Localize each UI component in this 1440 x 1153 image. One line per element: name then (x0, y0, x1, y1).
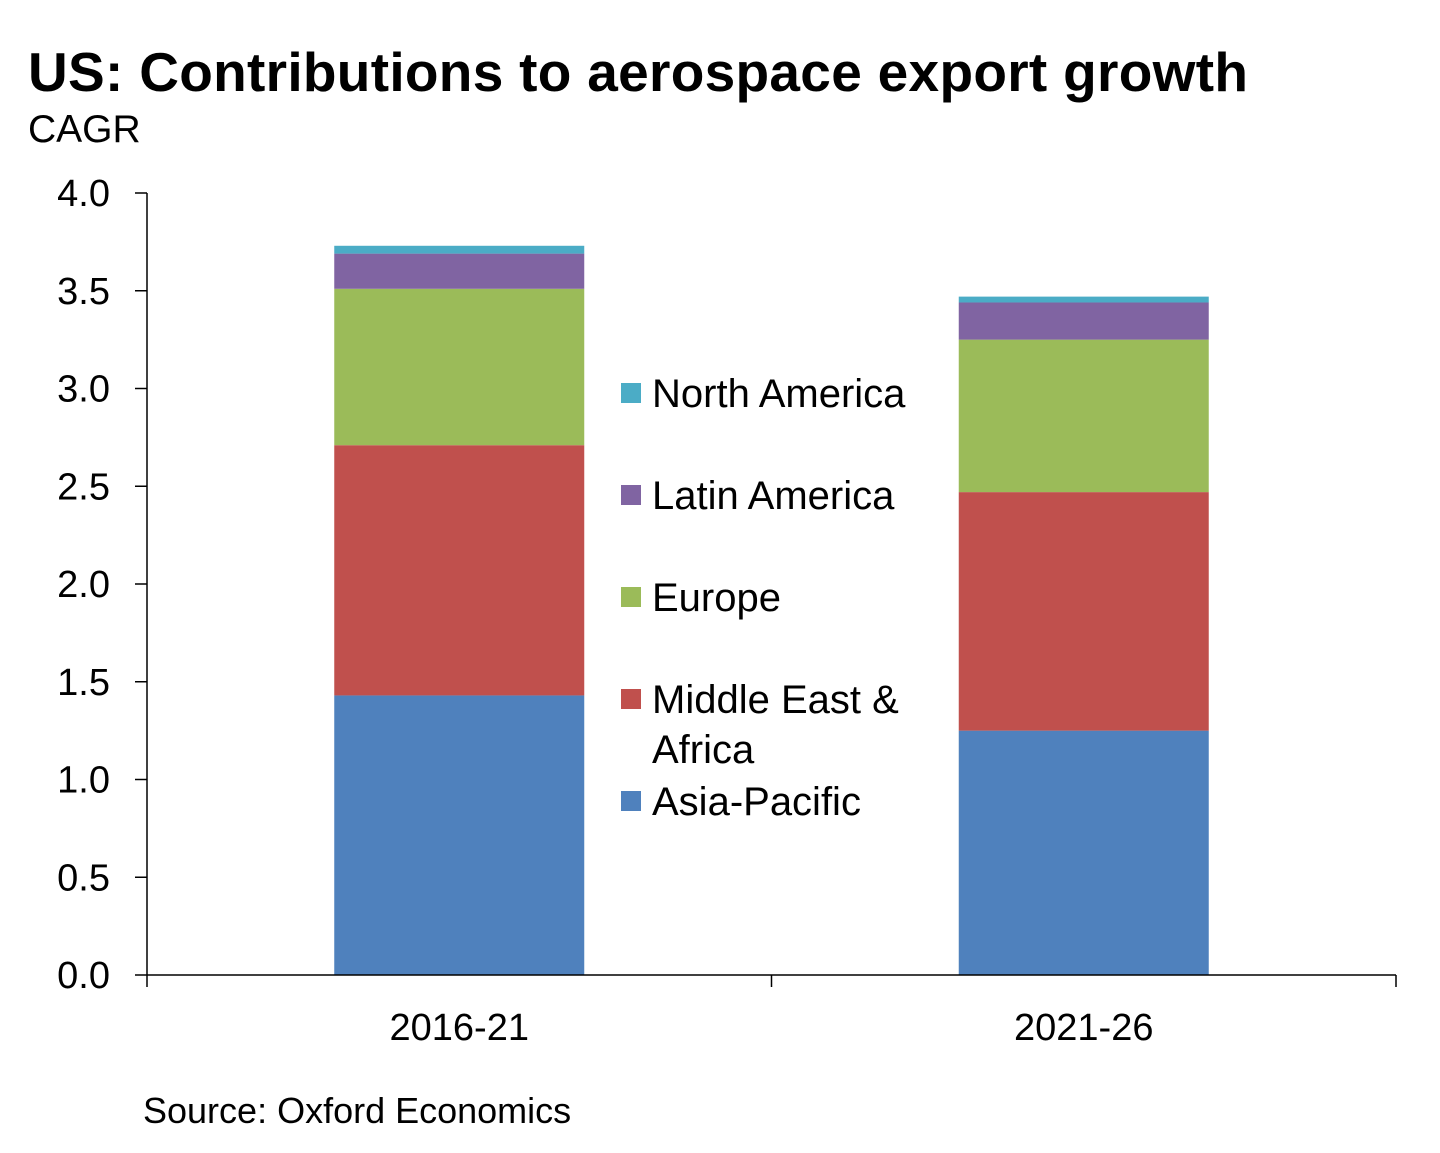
bar-segment-latin-america (334, 253, 585, 289)
y-tick-label: 1.5 (57, 662, 110, 704)
x-tick-label: 2016-21 (390, 1007, 529, 1049)
bar-segment-north-america (958, 296, 1209, 303)
bar-segment-europe (958, 339, 1209, 493)
legend-label-europe: Europe (652, 576, 781, 620)
chart-title: US: Contributions to aerospace export gr… (28, 41, 1249, 103)
x-tick-label: 2021-26 (1014, 1007, 1153, 1049)
chart-subtitle: CAGR (28, 108, 141, 151)
bar-segment-north-america (334, 245, 585, 254)
legend-label-middle-east-africa: Middle East & Africa (652, 678, 899, 772)
y-tick-label: 4.0 (57, 173, 110, 215)
legend-label-asia-pacific: Asia-Pacific (652, 780, 861, 824)
legend-swatch-asia-pacific (621, 791, 641, 811)
legend-swatch-europe (621, 587, 641, 607)
y-tick-label: 0.0 (57, 955, 110, 997)
bar-segment-latin-america (958, 302, 1209, 340)
bar-segment-europe (334, 288, 585, 446)
bar-segment-asia-pacific (958, 730, 1209, 975)
legend-swatch-latin-america (621, 485, 641, 505)
legend-swatch-middle-east-africa (621, 689, 641, 709)
bar-segment-middle-east-africa (958, 492, 1209, 731)
legend-label-north-america: North America (652, 372, 906, 416)
legend-label-latin-america: Latin America (652, 474, 895, 518)
y-tick-label: 0.5 (57, 857, 110, 899)
source-note: Source: Oxford Economics (143, 1090, 572, 1131)
y-tick-label: 2.0 (57, 564, 110, 606)
legend-swatch-north-america (621, 383, 641, 403)
bar-segment-middle-east-africa (334, 445, 585, 696)
y-tick-label: 3.0 (57, 369, 110, 411)
bar-segment-asia-pacific (334, 695, 585, 975)
y-tick-label: 3.5 (57, 271, 110, 313)
y-tick-label: 1.0 (57, 760, 110, 802)
y-tick-label: 2.5 (57, 466, 110, 508)
